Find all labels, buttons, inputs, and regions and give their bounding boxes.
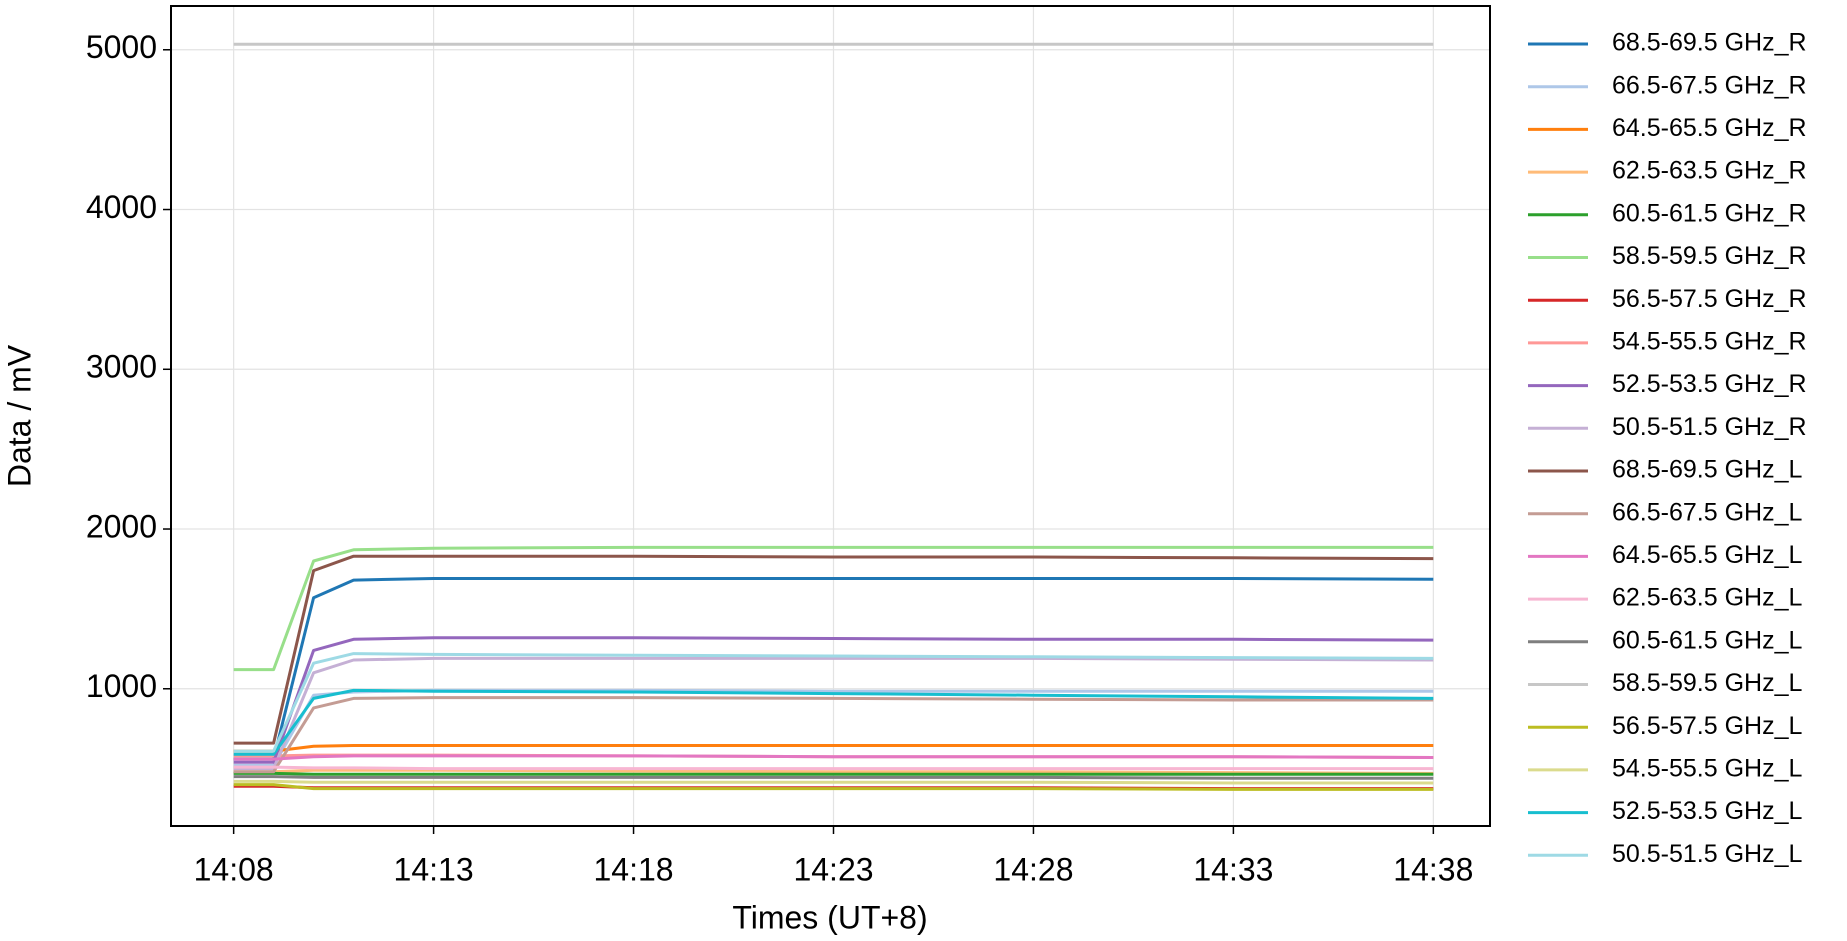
- x-tick-label: 14:18: [594, 851, 674, 887]
- legend-label: 64.5-65.5 GHz_R: [1612, 114, 1807, 142]
- y-axis-label: Data / mV: [1, 344, 37, 487]
- legend-label: 66.5-67.5 GHz_R: [1612, 71, 1807, 99]
- y-tick-label: 2000: [86, 508, 157, 544]
- legend-label: 50.5-51.5 GHz_R: [1612, 413, 1807, 441]
- data-line: [233, 779, 1434, 785]
- data-line: [233, 768, 1434, 775]
- data-line: [233, 554, 1434, 745]
- y-tick-label: 4000: [86, 189, 157, 225]
- legend-label: 60.5-61.5 GHz_L: [1612, 626, 1802, 654]
- y-tick-label: 3000: [86, 349, 157, 385]
- data-line: [233, 765, 1434, 771]
- legend-label: 62.5-63.5 GHz_L: [1612, 584, 1802, 612]
- y-tick-label: 5000: [86, 29, 157, 65]
- legend-label: 52.5-53.5 GHz_R: [1612, 370, 1807, 398]
- legend-label: 68.5-69.5 GHz_L: [1612, 456, 1802, 484]
- data-line: [233, 783, 1434, 791]
- legend-label: 68.5-69.5 GHz_R: [1612, 29, 1807, 57]
- x-tick-label: 14:23: [793, 851, 873, 887]
- data-line: [233, 577, 1434, 761]
- x-tick-label: 14:38: [1393, 851, 1473, 887]
- legend-label: 66.5-67.5 GHz_L: [1612, 498, 1802, 526]
- data-line: [233, 754, 1434, 761]
- y-tick-label: 1000: [86, 668, 157, 704]
- x-tick-label: 14:28: [993, 851, 1073, 887]
- data-line: [233, 771, 1434, 776]
- data-line: [233, 656, 1434, 771]
- data-line: [233, 775, 1434, 780]
- x-tick-label: 14:33: [1193, 851, 1273, 887]
- legend-label: 54.5-55.5 GHz_R: [1612, 328, 1807, 356]
- legend-label: 50.5-51.5 GHz_L: [1612, 840, 1802, 868]
- legend-label: 56.5-57.5 GHz_L: [1612, 712, 1802, 740]
- x-tick-label: 14:08: [194, 851, 274, 887]
- plot-frame: [170, 5, 1491, 827]
- data-line: [233, 696, 1434, 774]
- data-line: [233, 545, 1434, 672]
- legend-label: 62.5-63.5 GHz_R: [1612, 157, 1807, 185]
- legend-label: 60.5-61.5 GHz_R: [1612, 199, 1807, 227]
- legend-label: 58.5-59.5 GHz_R: [1612, 242, 1807, 270]
- legend-label: 64.5-65.5 GHz_L: [1612, 541, 1802, 569]
- legend-label: 58.5-59.5 GHz_L: [1612, 669, 1802, 697]
- data-line: [233, 744, 1434, 753]
- legend-label: 52.5-53.5 GHz_L: [1612, 797, 1802, 825]
- legend-label: 56.5-57.5 GHz_R: [1612, 285, 1807, 313]
- data-line: [233, 652, 1434, 753]
- data-line: [233, 688, 1434, 756]
- x-tick-label: 14:13: [394, 851, 474, 887]
- legend-label: 54.5-55.5 GHz_L: [1612, 755, 1802, 783]
- x-axis-label: Times (UT+8): [732, 899, 927, 935]
